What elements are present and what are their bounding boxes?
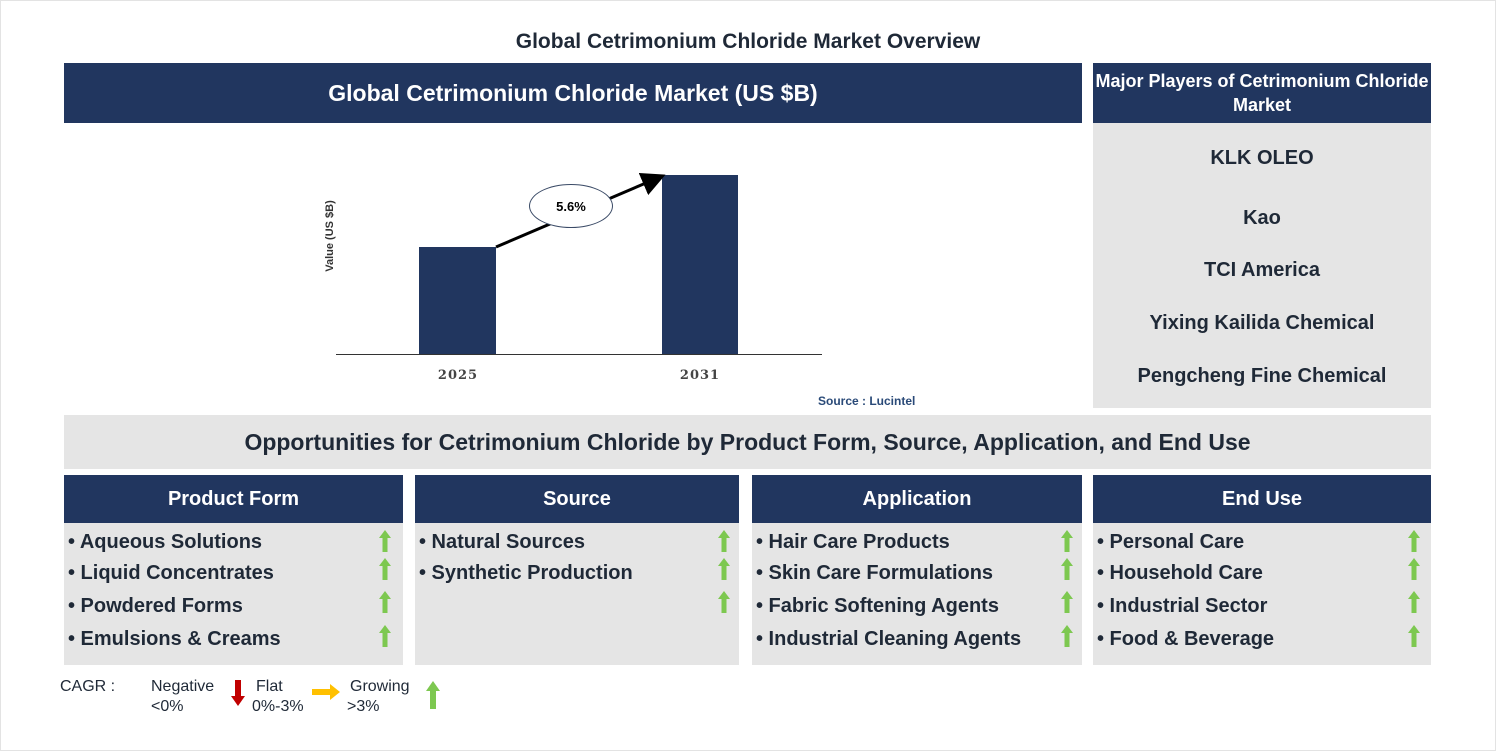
list-item: • Liquid Concentrates — [68, 562, 274, 584]
growth-up-arrow-icon — [1061, 530, 1073, 552]
player-item: Pengcheng Fine Chemical — [1137, 365, 1387, 387]
list-item: • Hair Care Products — [756, 531, 950, 553]
list-item: • Skin Care Formulations — [756, 562, 994, 584]
chart-header: Global Cetrimonium Chloride Market (US $… — [64, 63, 1082, 123]
column-header-source: Source — [415, 475, 739, 523]
growth-up-arrow-icon — [718, 530, 730, 552]
column-product-form: • Aqueous Solutions • Liquid Concentrate… — [64, 523, 403, 665]
flat-right-arrow-icon — [312, 684, 340, 700]
list-item: • Fabric Softening Agents — [756, 595, 999, 617]
growth-up-arrow-icon — [718, 558, 730, 580]
list-item: • Aqueous Solutions — [68, 531, 263, 553]
list-item: • Synthetic Production — [419, 562, 633, 584]
list-item: • Household Care — [1097, 562, 1263, 584]
column-header-product-form: Product Form — [64, 475, 403, 523]
player-item: Kao — [1243, 207, 1281, 229]
legend-negative-name: Negative — [151, 678, 215, 695]
growing-up-arrow-icon — [426, 681, 440, 709]
legend-flat-range: 0%-3% — [252, 698, 304, 715]
column-application: • Hair Care Products • Skin Care Formula… — [752, 523, 1082, 665]
bar-2031 — [662, 175, 738, 354]
growth-up-arrow-icon — [1408, 530, 1420, 552]
list-item: • Personal Care — [1097, 531, 1245, 553]
column-header-application: Application — [752, 475, 1082, 523]
list-item: • Industrial Sector — [1097, 595, 1268, 617]
legend-negative-range: <0% — [151, 698, 184, 715]
legend-growing-range: >3% — [347, 698, 380, 715]
players-list: KLK OLEO Kao TCI America Yixing Kailida … — [1093, 123, 1431, 408]
growth-up-arrow-icon — [1408, 625, 1420, 647]
growth-up-arrow-icon — [379, 558, 391, 580]
list-item: • Food & Beverage — [1097, 628, 1275, 650]
growth-up-arrow-icon — [1408, 558, 1420, 580]
player-item: KLK OLEO — [1210, 147, 1314, 169]
growth-up-arrow-icon — [1061, 558, 1073, 580]
growth-up-arrow-icon — [379, 530, 391, 552]
x-tick-2031: 2031 — [679, 368, 721, 383]
growth-up-arrow-icon — [1061, 591, 1073, 613]
player-item: Yixing Kailida Chemical — [1149, 312, 1375, 334]
legend-growing-name: Growing — [350, 678, 410, 695]
x-tick-2025: 2025 — [437, 368, 479, 383]
legend-label: CAGR : — [60, 678, 116, 695]
legend-flat-name: Flat — [256, 678, 283, 695]
x-axis-line — [336, 354, 822, 355]
column-header-end-use: End Use — [1093, 475, 1431, 523]
growth-up-arrow-icon — [1408, 591, 1420, 613]
list-item: • Industrial Cleaning Agents — [756, 628, 1022, 650]
list-item: • Emulsions & Creams — [68, 628, 281, 650]
list-item: • Powdered Forms — [68, 595, 243, 617]
growth-up-arrow-icon — [718, 591, 730, 613]
cagr-arrow-icon — [495, 173, 666, 249]
column-end-use: • Personal Care • Household Care • Indus… — [1093, 523, 1431, 665]
opportunities-banner: Opportunities for Cetrimonium Chloride b… — [64, 415, 1431, 469]
player-item: TCI America — [1204, 259, 1320, 281]
growth-up-arrow-icon — [379, 625, 391, 647]
column-source: • Natural Sources • Synthetic Production — [415, 523, 739, 665]
negative-down-arrow-icon — [231, 680, 245, 706]
growth-up-arrow-icon — [379, 591, 391, 613]
page-title: Global Cetrimonium Chloride Market Overv… — [515, 30, 981, 53]
bar-chart: Value (US $B) 5.6% 2025 2031 — [300, 130, 940, 410]
cagr-badge: 5.6% — [529, 184, 613, 228]
bar-2025 — [419, 247, 496, 354]
growth-up-arrow-icon — [1061, 625, 1073, 647]
list-item: • Natural Sources — [419, 531, 585, 553]
source-label: Source : Lucintel — [818, 394, 916, 408]
players-header: Major Players of Cetrimonium Chloride Ma… — [1093, 63, 1431, 123]
